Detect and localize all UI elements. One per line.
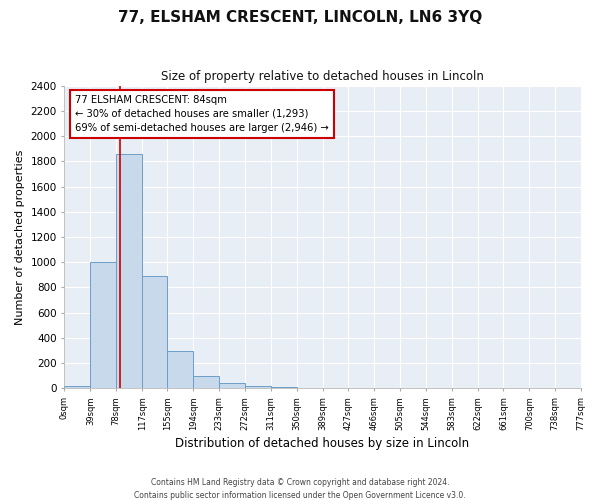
Bar (271, 387, 297, 388)
Bar (167, 350, 193, 389)
Text: 77, ELSHAM CRESCENT, LINCOLN, LN6 3YQ: 77, ELSHAM CRESCENT, LINCOLN, LN6 3YQ (118, 10, 482, 25)
Bar (219, 384, 245, 388)
Bar (64, 386, 91, 388)
Bar (245, 386, 271, 388)
X-axis label: Distribution of detached houses by size in Lincoln: Distribution of detached houses by size … (175, 437, 470, 450)
Text: Contains HM Land Registry data © Crown copyright and database right 2024.
Contai: Contains HM Land Registry data © Crown c… (134, 478, 466, 500)
Bar (91, 262, 116, 388)
Title: Size of property relative to detached houses in Lincoln: Size of property relative to detached ho… (161, 70, 484, 83)
Bar (142, 276, 167, 388)
Y-axis label: Number of detached properties: Number of detached properties (15, 150, 25, 324)
Bar (193, 376, 219, 388)
Text: 77 ELSHAM CRESCENT: 84sqm
← 30% of detached houses are smaller (1,293)
69% of se: 77 ELSHAM CRESCENT: 84sqm ← 30% of detac… (75, 94, 329, 132)
Bar (116, 154, 142, 388)
